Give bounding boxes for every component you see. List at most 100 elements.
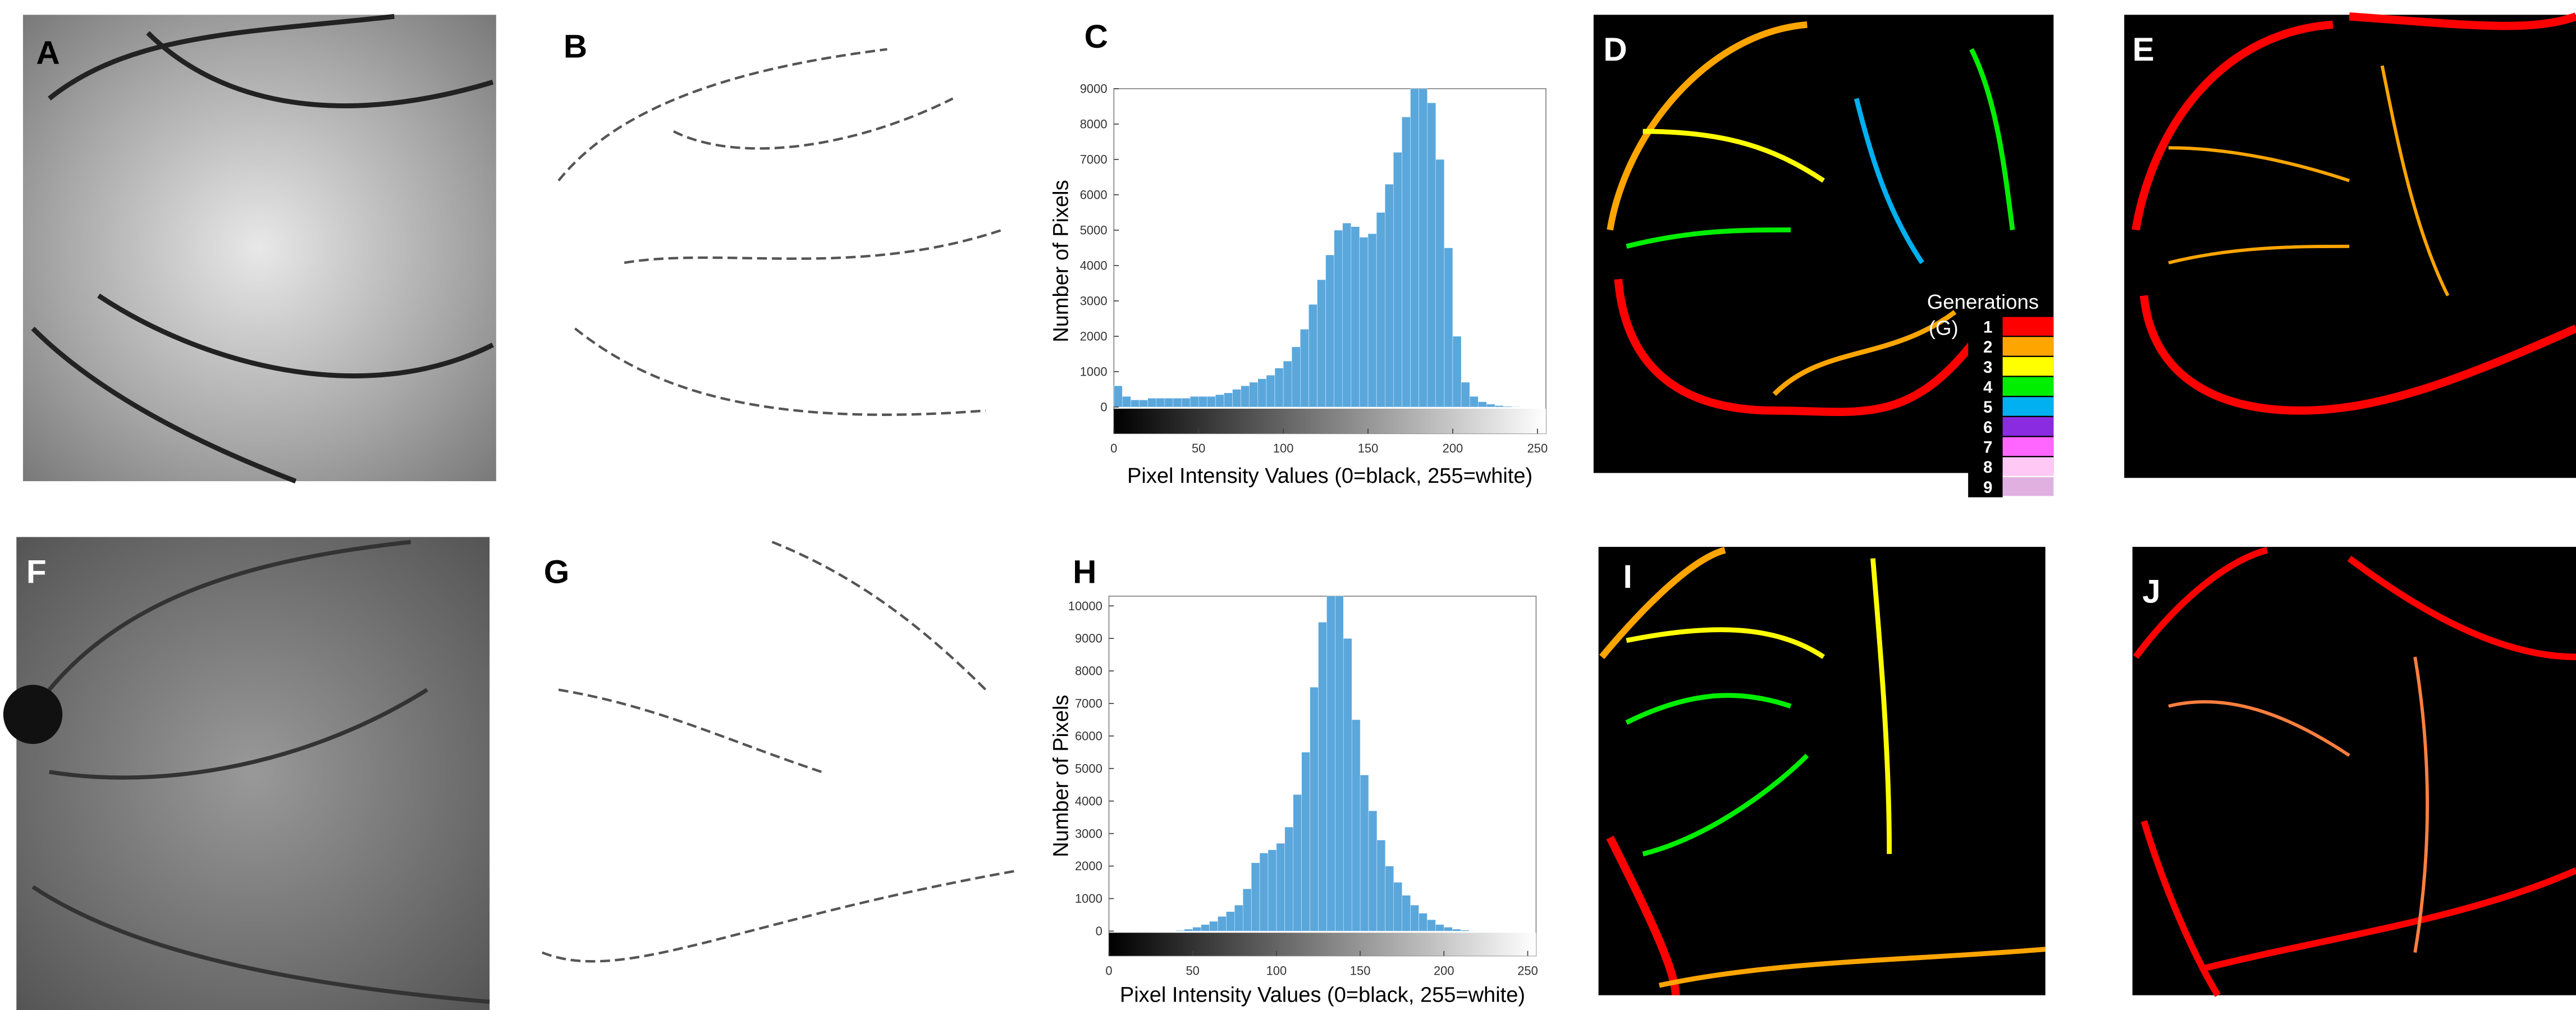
- histogram-bar: [1251, 862, 1260, 931]
- histogram-bar: [1308, 304, 1317, 408]
- y-tick-label: 3000: [1075, 826, 1102, 840]
- vessel-tree: [1599, 547, 2046, 996]
- histogram-bar: [1122, 396, 1131, 408]
- histogram-bar: [1192, 927, 1201, 931]
- panel-label: G: [544, 554, 570, 590]
- panel-label: D: [1603, 31, 1627, 68]
- histogram-bar: [1460, 930, 1470, 931]
- x-tick-label: 0: [1110, 441, 1117, 455]
- y-axis-label: Number of Pixels: [1049, 694, 1073, 857]
- legend-label: 3: [1983, 359, 1992, 377]
- legend-label: 4: [1983, 378, 1993, 396]
- y-tick-label: 8000: [1075, 664, 1102, 678]
- legend-label: 9: [1983, 479, 1992, 497]
- histogram-bar: [1209, 921, 1218, 931]
- histogram-bar: [1241, 385, 1250, 408]
- legend-label: 6: [1983, 419, 1992, 437]
- histogram-bar: [1201, 924, 1210, 931]
- histogram-bar: [1335, 596, 1344, 931]
- histogram-bar: [1393, 882, 1402, 931]
- y-tick-label: 4000: [1075, 794, 1102, 808]
- x-axis-label: Pixel Intensity Values (0=black, 255=whi…: [1120, 983, 1525, 1007]
- y-tick-label: 10000: [1068, 599, 1102, 613]
- segmented-image: [2132, 547, 2576, 995]
- histogram-bar: [1486, 404, 1495, 408]
- histogram-bar: [1402, 895, 1411, 931]
- histogram-bar: [1249, 382, 1259, 408]
- fundus-image: [22, 15, 496, 482]
- histogram-bar: [1385, 184, 1394, 408]
- histogram-bar: [1512, 406, 1521, 408]
- histogram-bar: [1207, 396, 1216, 408]
- histogram-bar: [1114, 385, 1123, 408]
- histogram-bar: [1435, 159, 1445, 408]
- y-tick-label: 6000: [1080, 188, 1108, 202]
- histogram-bar: [1173, 398, 1182, 408]
- histogram-bar: [1147, 398, 1156, 408]
- histogram-bar: [1325, 254, 1334, 408]
- x-tick-label: 250: [1517, 963, 1538, 977]
- y-tick-label: 0: [1096, 924, 1102, 938]
- histogram-bar: [1232, 389, 1241, 408]
- histogram-bar: [1360, 775, 1369, 931]
- legend-title: Generations: [1927, 290, 2039, 313]
- panel-label: J: [2142, 574, 2161, 610]
- intensity-gradient: [1109, 933, 1536, 956]
- histogram-bar: [1291, 346, 1301, 408]
- vessel-edges: [541, 541, 1019, 963]
- histogram-bar: [1284, 826, 1293, 931]
- x-tick-label: 200: [1443, 441, 1463, 455]
- histogram-bar: [1376, 840, 1386, 931]
- histogram-bar: [1385, 866, 1394, 931]
- legend-swatch: [2002, 377, 2054, 396]
- histogram-bar: [1495, 405, 1504, 408]
- histogram-bar: [1259, 853, 1269, 931]
- y-tick-label: 9000: [1075, 632, 1102, 646]
- histogram-bar: [1242, 888, 1252, 931]
- legend-swatch: [2002, 477, 2054, 496]
- histogram-bar: [1257, 378, 1267, 408]
- x-tick-label: 50: [1186, 963, 1199, 977]
- x-tick-label: 100: [1266, 963, 1287, 977]
- legend-label: 8: [1983, 459, 1992, 477]
- histogram-bar: [1359, 237, 1369, 408]
- y-tick-label: 0: [1100, 400, 1107, 414]
- histogram-bar: [1435, 924, 1444, 931]
- histogram-bar: [1276, 843, 1285, 931]
- histogram-bar: [1139, 400, 1148, 408]
- y-tick-label: 5000: [1075, 761, 1102, 775]
- histogram-bar: [1444, 248, 1453, 408]
- vessel-tree: [2133, 547, 2576, 997]
- histogram-bar: [1410, 88, 1419, 408]
- y-tick-label: 9000: [1080, 82, 1108, 96]
- vessels: [31, 540, 490, 1004]
- histogram-bar: [1224, 392, 1233, 408]
- x-tick-label: 0: [1105, 963, 1112, 977]
- histogram-bar: [1318, 621, 1327, 931]
- histogram-bar: [1444, 927, 1453, 931]
- histogram-bar: [1452, 929, 1461, 931]
- legend-swatch: [2002, 357, 2054, 376]
- image-panels: [3, 12, 2576, 1010]
- histogram-bar: [1402, 117, 1411, 408]
- vessel-edges: [557, 48, 1003, 416]
- x-tick-label: 150: [1358, 441, 1379, 455]
- histogram-bar: [1419, 88, 1427, 408]
- y-tick-label: 2000: [1080, 330, 1108, 344]
- x-axis-label: Pixel Intensity Values (0=black, 255=whi…: [1127, 464, 1532, 488]
- y-tick-label: 8000: [1080, 117, 1108, 131]
- histogram-bar: [1469, 396, 1479, 408]
- panel-label: I: [1623, 559, 1632, 595]
- x-tick-label: 200: [1434, 963, 1454, 977]
- legend-swatch: [2002, 417, 2054, 436]
- histogram-bar: [1410, 904, 1419, 931]
- panel-label: H: [1073, 554, 1096, 590]
- legend-label: 2: [1983, 339, 1992, 357]
- legend-swatch: [2002, 317, 2054, 336]
- segmented-image: [1598, 547, 2046, 995]
- histogram-bar: [1181, 398, 1191, 408]
- y-tick-label: 5000: [1080, 223, 1108, 237]
- histogram-bar: [1393, 152, 1402, 408]
- legend-background: [1968, 317, 2003, 497]
